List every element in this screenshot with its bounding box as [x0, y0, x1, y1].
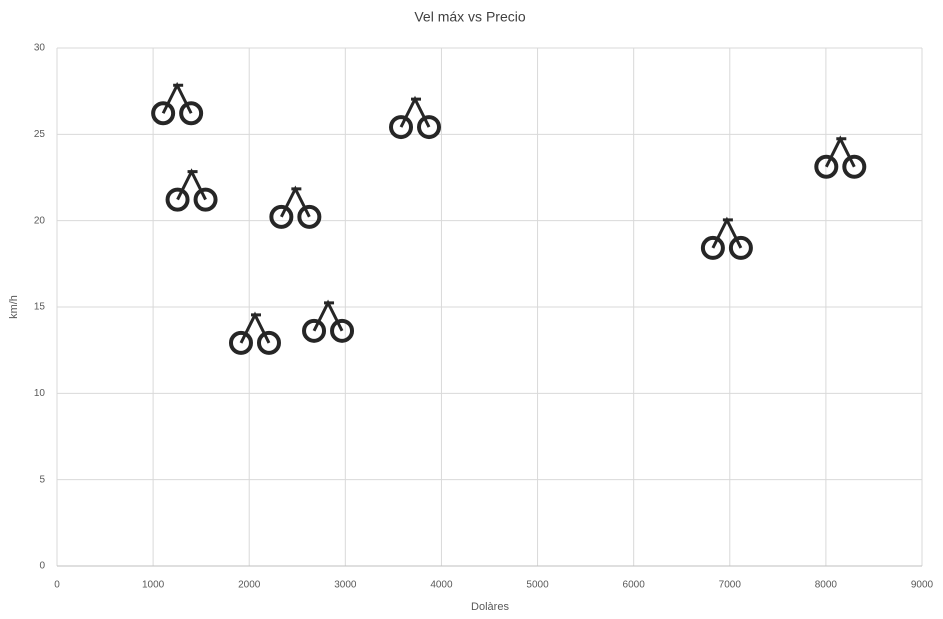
wheel	[179, 101, 204, 126]
frame	[176, 168, 207, 201]
wheel	[193, 187, 218, 212]
wheel	[256, 330, 281, 355]
x-tick-label: 5000	[526, 580, 549, 591]
vehicle-marker	[228, 311, 281, 355]
y-tick-label: 10	[34, 388, 46, 399]
y-tick-label: 0	[39, 561, 45, 572]
y-axis-title: km/h	[8, 295, 20, 319]
wheel	[297, 204, 322, 229]
x-tick-label: 9000	[911, 580, 934, 591]
y-tick-label: 20	[34, 215, 46, 226]
frame	[399, 95, 431, 128]
x-tick-label: 6000	[623, 580, 646, 591]
wheel	[302, 318, 327, 343]
frame	[280, 185, 311, 218]
wheel	[228, 330, 253, 355]
x-tick-label: 1000	[142, 580, 165, 591]
frame	[824, 135, 856, 168]
x-tick-label: 4000	[430, 580, 453, 591]
vehicle-marker	[700, 216, 753, 260]
y-tick-label: 25	[34, 129, 46, 140]
vehicle-marker	[165, 168, 218, 212]
x-tick-label: 8000	[815, 580, 838, 591]
frame	[711, 216, 743, 249]
frame	[239, 311, 271, 344]
x-tick-label: 2000	[238, 580, 261, 591]
wheel	[842, 154, 867, 179]
vehicle-marker	[151, 81, 204, 126]
wheel	[700, 235, 725, 260]
wheel	[269, 204, 294, 229]
x-tick-label: 3000	[334, 580, 357, 591]
x-tick-label: 7000	[719, 580, 742, 591]
wheel	[330, 318, 355, 343]
y-tick-label: 5	[39, 474, 45, 485]
wheel	[165, 187, 190, 212]
frame	[312, 299, 344, 332]
x-axis-title: Dolàres	[471, 601, 509, 613]
wheel	[728, 235, 753, 260]
wheel	[814, 154, 839, 179]
x-tick-label: 0	[54, 580, 60, 591]
wheel	[389, 115, 414, 140]
chart-title: Vel máx vs Precio	[414, 9, 525, 25]
vehicle-marker	[814, 135, 867, 179]
wheel	[151, 101, 176, 126]
wheel	[417, 115, 442, 140]
vehicle-marker	[269, 185, 322, 229]
vehicle-marker	[302, 299, 355, 343]
vehicle-marker	[389, 95, 442, 140]
y-tick-label: 30	[34, 43, 46, 54]
frame	[161, 81, 193, 114]
y-tick-label: 15	[34, 302, 46, 313]
